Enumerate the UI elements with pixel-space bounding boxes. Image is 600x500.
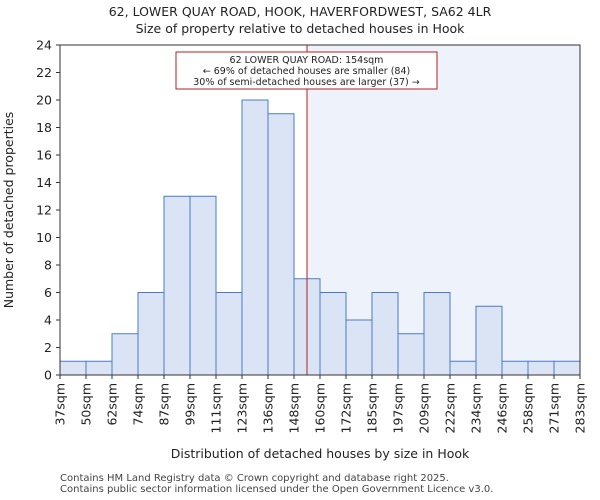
y-tick-label: 16 bbox=[36, 148, 52, 163]
bar-234sqm bbox=[475, 305, 503, 376]
bar-111sqm bbox=[215, 292, 243, 376]
y-tick-label: 2 bbox=[44, 340, 52, 355]
bar-197sqm bbox=[397, 333, 425, 376]
bar-172sqm bbox=[345, 319, 373, 376]
bar-74sqm bbox=[137, 292, 165, 376]
x-axis-label: Distribution of detached houses by size … bbox=[171, 446, 470, 461]
y-tick-label: 14 bbox=[36, 175, 52, 190]
y-axis-label: Number of detached properties bbox=[1, 112, 16, 309]
x-tick-label: 160sqm bbox=[313, 383, 328, 433]
x-tick-label: 246sqm bbox=[495, 383, 510, 433]
y-tick-label: 4 bbox=[44, 313, 52, 328]
x-tick-label: 185sqm bbox=[365, 383, 380, 433]
x-tick-label: 209sqm bbox=[417, 383, 432, 433]
annotation-line: 62 LOWER QUAY ROAD: 154sqm bbox=[230, 55, 384, 66]
bar-160sqm bbox=[319, 292, 347, 376]
bar-50sqm bbox=[85, 360, 113, 376]
y-tick-label: 0 bbox=[44, 368, 52, 383]
y-tick-label: 24 bbox=[36, 38, 52, 53]
bar-99sqm bbox=[189, 195, 217, 376]
bar-136sqm bbox=[267, 113, 295, 376]
x-tick-label: 123sqm bbox=[235, 383, 250, 433]
chart-subtitle: Size of property relative to detached ho… bbox=[136, 21, 466, 36]
x-tick-label: 258sqm bbox=[521, 383, 536, 433]
annotation-box: 62 LOWER QUAY ROAD: 154sqm← 69% of detac… bbox=[175, 51, 438, 90]
chart-title: 62, LOWER QUAY ROAD, HOOK, HAVERFORDWEST… bbox=[109, 4, 492, 19]
x-tick-label: 222sqm bbox=[443, 383, 458, 433]
y-tick-label: 8 bbox=[44, 258, 52, 273]
bar-246sqm bbox=[501, 360, 529, 376]
x-tick-label: 148sqm bbox=[287, 383, 302, 433]
x-tick-label: 197sqm bbox=[391, 383, 406, 433]
footer-copyright: Contains HM Land Registry data © Crown c… bbox=[60, 473, 449, 484]
annotation-line: 30% of semi-detached houses are larger (… bbox=[193, 77, 420, 88]
bar-62sqm bbox=[111, 333, 139, 376]
y-tick-label: 22 bbox=[36, 65, 52, 80]
x-tick-label: 172sqm bbox=[339, 383, 354, 433]
y-tick-label: 10 bbox=[36, 230, 52, 245]
y-tick-label: 20 bbox=[36, 93, 52, 108]
x-tick-label: 234sqm bbox=[469, 383, 484, 433]
x-tick-label: 136sqm bbox=[261, 383, 276, 433]
footer-licence: Contains public sector information licen… bbox=[60, 484, 494, 495]
x-tick-label: 62sqm bbox=[105, 383, 120, 426]
bar-222sqm bbox=[449, 360, 477, 376]
bar-258sqm bbox=[527, 360, 555, 376]
bar-209sqm bbox=[423, 292, 451, 376]
bar-271sqm bbox=[553, 360, 581, 376]
y-tick-label: 6 bbox=[44, 285, 52, 300]
x-tick-label: 111sqm bbox=[209, 383, 224, 433]
x-tick-label: 74sqm bbox=[131, 383, 146, 426]
x-tick-label: 87sqm bbox=[157, 383, 172, 426]
x-tick-label: 271sqm bbox=[547, 383, 562, 433]
x-tick-label: 283sqm bbox=[573, 383, 588, 433]
x-tick-label: 37sqm bbox=[53, 383, 68, 426]
bar-185sqm bbox=[371, 292, 399, 376]
x-tick-label: 50sqm bbox=[79, 383, 94, 426]
bar-87sqm bbox=[163, 195, 191, 376]
bar-37sqm bbox=[59, 360, 87, 376]
annotation-frame bbox=[175, 51, 438, 90]
annotation-line: ← 69% of detached houses are smaller (84… bbox=[203, 66, 410, 77]
bar-123sqm bbox=[241, 99, 269, 376]
y-tick-label: 12 bbox=[36, 203, 52, 218]
y-tick-label: 18 bbox=[36, 120, 52, 135]
x-tick-label: 99sqm bbox=[183, 383, 198, 426]
